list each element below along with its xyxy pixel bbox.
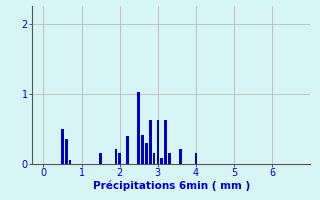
Bar [115,149,117,164]
Bar [69,160,71,164]
Bar [156,120,159,164]
X-axis label: Précipitations 6min ( mm ): Précipitations 6min ( mm ) [92,181,250,191]
Bar [153,153,156,164]
Bar [65,139,68,164]
Bar [141,135,144,164]
Bar [145,143,148,164]
Bar [99,153,102,164]
Bar [164,120,167,164]
Bar [61,129,64,164]
Bar [160,158,163,164]
Bar [168,153,171,164]
Bar [126,136,129,164]
Bar [180,149,182,164]
Bar [118,153,121,164]
Bar [138,92,140,164]
Bar [149,120,152,164]
Bar [195,153,197,164]
